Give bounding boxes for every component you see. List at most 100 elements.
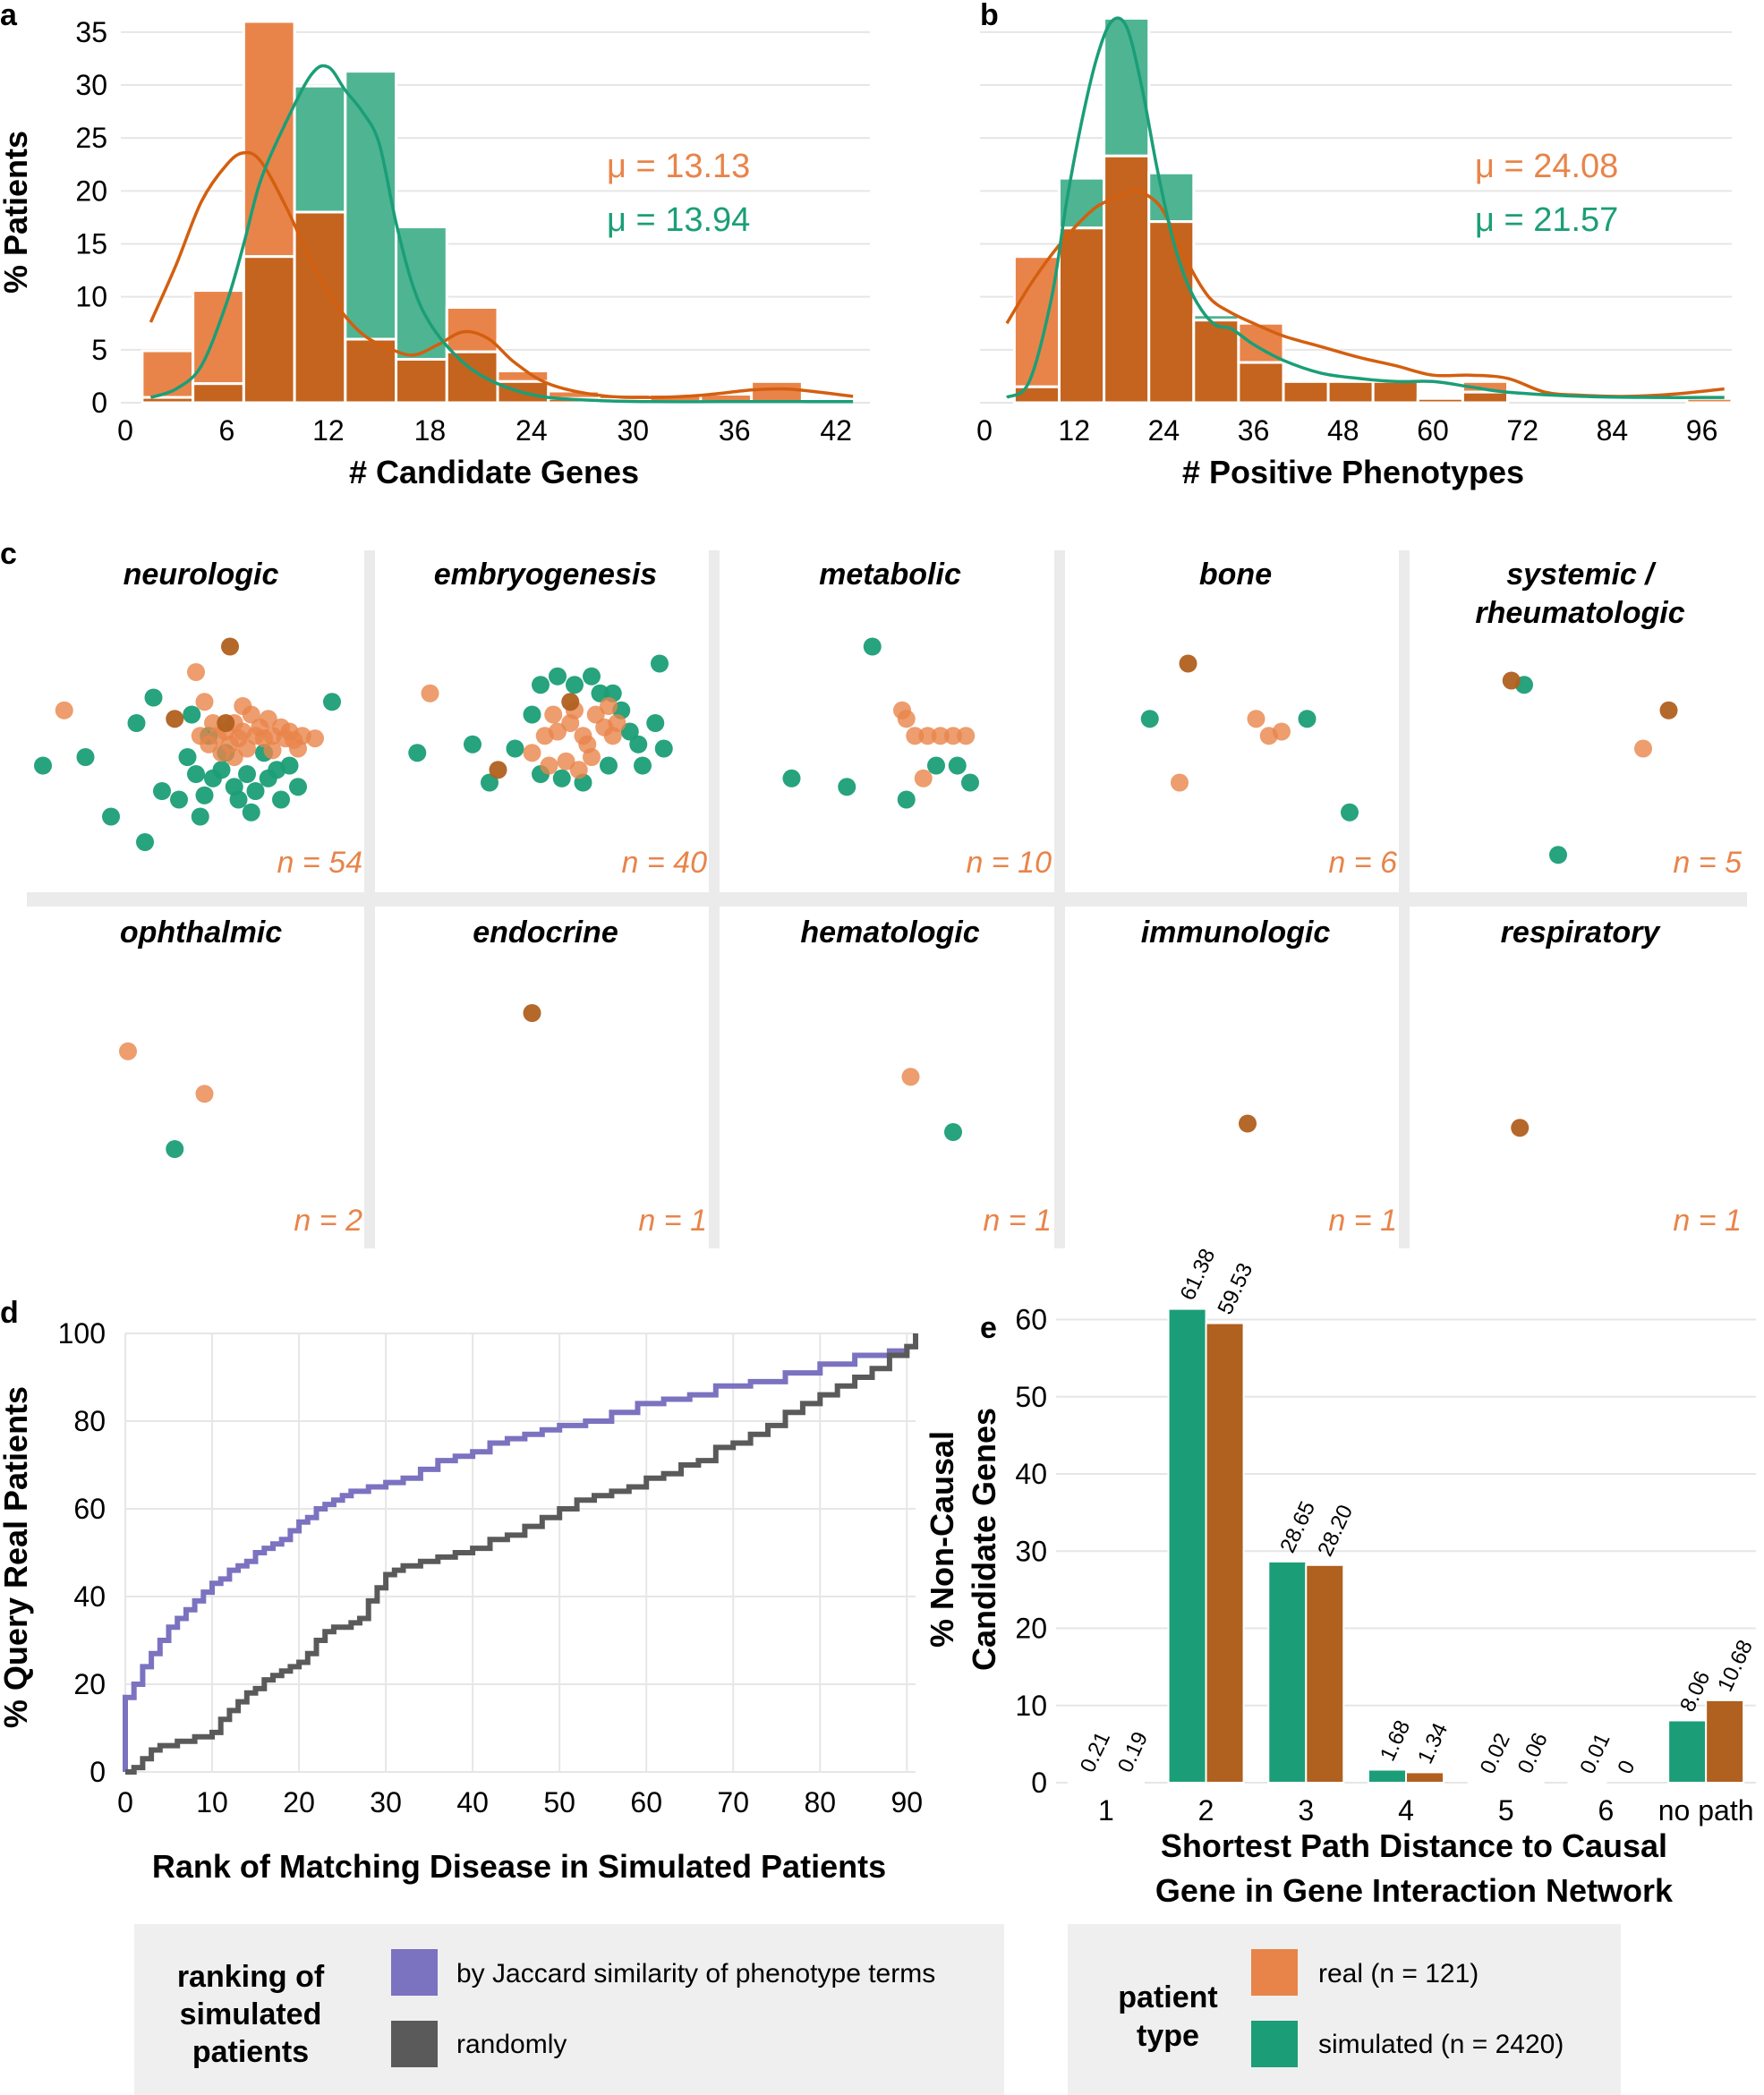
scatter-point-simulated bbox=[34, 756, 52, 775]
facet-column-separator bbox=[1054, 550, 1065, 1248]
legend-patient-type-background bbox=[1068, 1924, 1621, 2095]
bar-simulated bbox=[293, 84, 347, 214]
scatter-point-real bbox=[918, 727, 937, 745]
y-tick-label: 10 bbox=[75, 281, 107, 313]
y-tick-label: 100 bbox=[58, 1317, 106, 1350]
x-tick-label: 12 bbox=[1058, 414, 1090, 447]
scatter-point-real bbox=[225, 748, 243, 766]
facet-n-label: n = 2 bbox=[294, 1204, 362, 1238]
legend-jaccard-swatch bbox=[391, 1949, 438, 1996]
scatter-point-real bbox=[204, 714, 222, 732]
scatter-point-simulated bbox=[289, 778, 307, 796]
x-tick-label: no path bbox=[1658, 1794, 1754, 1827]
bar-overlap bbox=[192, 382, 245, 405]
facet-title: endocrine bbox=[473, 915, 618, 950]
facet-respiratory: respiratory n = 1 bbox=[1501, 915, 1742, 1238]
scatter-point-simulated bbox=[187, 765, 205, 783]
panel-e-ylabel-line2: Candidate Genes bbox=[966, 1408, 1002, 1671]
x-tick-label: 80 bbox=[804, 1786, 836, 1818]
scatter-point-real bbox=[906, 727, 925, 745]
legend-ranking-title-3: patients bbox=[192, 2035, 309, 2069]
x-tick-label: 18 bbox=[414, 414, 447, 447]
x-tick-label: 36 bbox=[1238, 414, 1270, 447]
panel-b-ticks: 0 12 24 36 48 60 72 84 96 bbox=[976, 414, 1717, 447]
scatter-point-simulated bbox=[246, 782, 265, 800]
panel-a-mu-real: μ = 13.13 bbox=[607, 148, 750, 185]
scatter-point-simulated bbox=[583, 667, 601, 686]
x-tick-label: 90 bbox=[891, 1786, 923, 1818]
x-tick-label: 42 bbox=[820, 414, 852, 447]
scatter-point-real bbox=[600, 697, 618, 715]
facet-title: bone bbox=[1199, 558, 1272, 592]
facet-column-separator bbox=[364, 550, 375, 1248]
legend-ranking: ranking of simulated patients by Jaccard… bbox=[134, 1924, 1004, 2095]
scatter-point-real bbox=[306, 729, 324, 748]
x-tick-label: 60 bbox=[630, 1786, 662, 1818]
facet-title: systemic / bbox=[1506, 558, 1657, 592]
scatter-point-simulated bbox=[523, 705, 541, 724]
scatter-point-simulated bbox=[651, 654, 669, 673]
panel-c-tag: c bbox=[0, 537, 17, 571]
legend-ranking-title-1: ranking of bbox=[177, 1960, 325, 1994]
panel-e-gridlines bbox=[1056, 1318, 1756, 1784]
legend-jaccard-label: by Jaccard similarity of phenotype terms bbox=[456, 1959, 935, 1989]
scatter-point-simulated bbox=[634, 756, 652, 775]
facet-n-label: n = 5 bbox=[1673, 846, 1742, 880]
scatter-point-simulated bbox=[863, 637, 882, 656]
legend-real-label: real (n = 121) bbox=[1318, 1959, 1479, 1989]
panel-b-histogram: 0 12 24 36 48 60 72 84 96 μ = 24.08 μ = 21.57 # … bbox=[976, 16, 1734, 490]
y-tick-label: 80 bbox=[73, 1405, 106, 1437]
scatter-point-real bbox=[1247, 710, 1265, 728]
scatter-point-simulated bbox=[272, 790, 290, 809]
scatter-point-simulated bbox=[782, 769, 801, 788]
bar-real bbox=[1405, 1771, 1444, 1784]
panel-e-ylabel-line1: % Non-Causal bbox=[924, 1431, 960, 1648]
scatter-point-simulated bbox=[1140, 710, 1159, 728]
facet-n-label: n = 1 bbox=[1328, 1204, 1397, 1238]
facet-n-label: n = 1 bbox=[983, 1204, 1052, 1238]
scatter-point-simulated bbox=[127, 714, 146, 732]
x-tick-label: 0 bbox=[117, 414, 133, 447]
scatter-point-overlap bbox=[166, 710, 184, 728]
scatter-point-real bbox=[557, 752, 575, 771]
bar-real bbox=[1205, 1322, 1245, 1784]
scatter-point-overlap bbox=[1502, 671, 1521, 690]
scatter-point-simulated bbox=[927, 756, 945, 775]
x-tick-label: 0 bbox=[976, 414, 993, 447]
facet-bone: bone n = 6 bbox=[1140, 558, 1397, 880]
x-tick-label: 6 bbox=[219, 414, 235, 447]
facet-endocrine: endocrine n = 1 bbox=[473, 915, 707, 1238]
y-tick-label: 10 bbox=[1015, 1690, 1047, 1722]
panel-a-density-lines bbox=[149, 64, 854, 404]
scatter-point-real bbox=[191, 727, 209, 745]
scatter-point-real bbox=[55, 701, 73, 720]
x-tick-label: 0 bbox=[117, 1786, 133, 1818]
scatter-point-simulated bbox=[481, 773, 499, 792]
panel-c-facets: neurologic n = 54 embryogenesis n = 40 metab… bbox=[27, 550, 1747, 1248]
scatter-point-real bbox=[229, 729, 248, 748]
x-tick-label: 2 bbox=[1198, 1794, 1214, 1827]
legend-patient-type-title-1: patient bbox=[1118, 1980, 1217, 2014]
facet-n-label: n = 10 bbox=[967, 846, 1052, 880]
bar-simulated bbox=[1667, 1719, 1708, 1784]
y-tick-label: 0 bbox=[91, 387, 107, 419]
scatter-point-simulated bbox=[549, 667, 567, 686]
bar-simulated bbox=[1167, 1307, 1207, 1784]
panel-a-histogram: 0 5 10 15 20 25 30 35 0 6 12 18 24 30 36 42 μ = 13.13 μ… bbox=[0, 16, 870, 490]
scatter-point-real bbox=[897, 710, 916, 728]
scatter-point-real bbox=[914, 769, 933, 788]
bar-value-label: 59.53 bbox=[1214, 1259, 1258, 1318]
x-tick-label: 40 bbox=[456, 1786, 489, 1818]
bar-value-label: 0.02 bbox=[1476, 1730, 1515, 1778]
bar-value-label: 0 bbox=[1613, 1757, 1640, 1778]
panel-d-tag: d bbox=[0, 1296, 19, 1330]
panel-d-xlabel: Rank of Matching Disease in Simulated Pa… bbox=[152, 1848, 886, 1885]
panel-d-ylabel: % Query Real Patients bbox=[0, 1386, 34, 1728]
y-tick-label: 60 bbox=[1015, 1304, 1047, 1336]
scatter-point-simulated bbox=[629, 735, 648, 754]
scatter-point-simulated bbox=[1341, 803, 1359, 822]
scatter-point-simulated bbox=[1298, 710, 1317, 728]
scatter-point-real bbox=[931, 727, 950, 745]
bar-real bbox=[1705, 1699, 1745, 1784]
